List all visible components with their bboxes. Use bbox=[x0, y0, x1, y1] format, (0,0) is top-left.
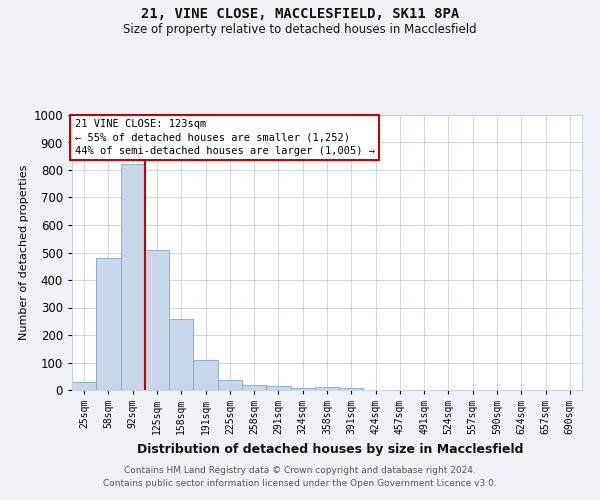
Bar bbox=[193, 360, 218, 390]
Text: Distribution of detached houses by size in Macclesfield: Distribution of detached houses by size … bbox=[137, 442, 523, 456]
Y-axis label: Number of detached properties: Number of detached properties bbox=[19, 165, 29, 340]
Bar bbox=[218, 380, 242, 390]
Text: Size of property relative to detached houses in Macclesfield: Size of property relative to detached ho… bbox=[123, 22, 477, 36]
Bar bbox=[290, 388, 315, 390]
Bar bbox=[339, 388, 364, 390]
Text: 21 VINE CLOSE: 123sqm
← 55% of detached houses are smaller (1,252)
44% of semi-d: 21 VINE CLOSE: 123sqm ← 55% of detached … bbox=[74, 119, 374, 156]
Bar bbox=[145, 250, 169, 390]
Bar bbox=[72, 382, 96, 390]
Bar bbox=[315, 387, 339, 390]
Bar bbox=[169, 318, 193, 390]
Text: 21, VINE CLOSE, MACCLESFIELD, SK11 8PA: 21, VINE CLOSE, MACCLESFIELD, SK11 8PA bbox=[141, 8, 459, 22]
Bar bbox=[96, 258, 121, 390]
Bar bbox=[242, 384, 266, 390]
Text: Contains HM Land Registry data © Crown copyright and database right 2024.
Contai: Contains HM Land Registry data © Crown c… bbox=[103, 466, 497, 487]
Bar bbox=[266, 386, 290, 390]
Bar bbox=[121, 164, 145, 390]
